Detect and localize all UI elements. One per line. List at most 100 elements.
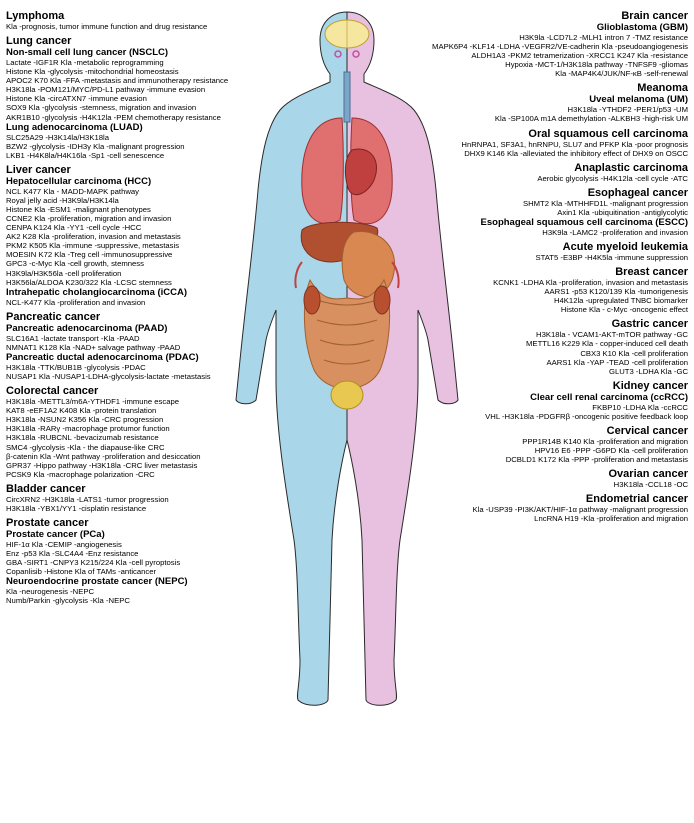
annotation-line: HnRNPA1, SF3A1, hnRNPU, SLU7 and PFKP Kl… — [373, 140, 688, 149]
annotation-line: MOESIN K72 Kla -Treg cell -immunosuppres… — [6, 250, 321, 259]
cancer-group: Acute myeloid leukemiaSTAT5 -E3BP -H4K5l… — [373, 241, 688, 262]
annotation-line: MAPK6P4 -KLF14 -LDHA -VEGFR2/VE-cadherin… — [373, 42, 688, 51]
annotation-line: H3K18la -RARγ -macrophage protumor funct… — [6, 424, 321, 433]
annotation-line: CircXRN2 -H3K18la -LATS1 -tumor progress… — [6, 495, 321, 504]
group-heading: Breast cancer — [373, 266, 688, 278]
annotation-line: AKR1B10 -glycolysis -H4K12la -PEM chemot… — [6, 113, 321, 122]
group-heading: Prostate cancer — [6, 517, 321, 529]
group-heading: Esophageal cancer — [373, 187, 688, 199]
group-heading: Bladder cancer — [6, 483, 321, 495]
annotation-line: Enz -p53 Kla -SLC4A4 -Enz resistance — [6, 549, 321, 558]
annotation-line: APOC2 K70 Kla -FFA -metastasis and immun… — [6, 76, 321, 85]
annotation-line: H4K12la -upregulated TNBC biomarker — [373, 296, 688, 305]
annotation-line: GLUT3 -LDHA Kla -GC — [373, 367, 688, 376]
group-heading: Meanoma — [373, 82, 688, 94]
annotation-line: H3K9la -LAMC2 -proliferation and invasio… — [373, 228, 688, 237]
cancer-group: Esophageal cancerSHMT2 Kla -MTHHFD1L -ma… — [373, 187, 688, 237]
group-heading: Ovarian cancer — [373, 468, 688, 480]
cancer-group: Breast cancerKCNK1 -LDHA Kla -proliferat… — [373, 266, 688, 314]
annotation-line: Numb/Parkin -glycolysis -Kla -NEPC — [6, 596, 321, 605]
annotation-line: β-catenin Kla -Wnt pathway -proliferatio… — [6, 452, 321, 461]
annotation-line: H3K18la -TTK/BUB1B -glycolysis -PDAC — [6, 363, 321, 372]
annotation-line: Royal jelly acid -H3K9la/H3K14la — [6, 196, 321, 205]
annotation-line: DHX9 K146 Kla -alleviated the inhibitory… — [373, 149, 688, 158]
subgroup-heading: Prostate cancer (PCa) — [6, 529, 321, 540]
subgroup-heading: Intrahepatic cholangiocarcinoma (iCCA) — [6, 287, 321, 298]
cancer-group: Lung cancerNon-small cell lung cancer (N… — [6, 35, 321, 160]
annotation-line: H3K18la -METTL3/m6A-YTHDF1 -immune escap… — [6, 397, 321, 406]
right-column: Brain cancerGlioblastoma (GBM)H3K9la -LC… — [373, 6, 688, 526]
bladder — [331, 381, 363, 409]
cancer-group: Anaplastic carcinomaAerobic glycolysis -… — [373, 162, 688, 183]
annotation-line: SMC4 -glycolysis -Kla - the diapause-lik… — [6, 443, 321, 452]
annotation-line: PKM2 K505 Kla -immune -suppressive, meta… — [6, 241, 321, 250]
cancer-group: Brain cancerGlioblastoma (GBM)H3K9la -LC… — [373, 10, 688, 78]
subgroup-heading: Uveal melanoma (UM) — [373, 94, 688, 105]
annotation-line: NCL-K477 Kla -proliferation and invasion — [6, 298, 321, 307]
cancer-group: Liver cancerHepatocellular carcinoma (HC… — [6, 164, 321, 307]
annotation-line: H3K18la -POM121/MYC/PD-L1 pathway -immun… — [6, 85, 321, 94]
subgroup-heading: Pancreatic ductal adenocarcinoma (PDAC) — [6, 352, 321, 363]
cancer-group: Endometrial cancerKla -USP39 -PI3K/AKT/H… — [373, 493, 688, 523]
annotation-line: Histone Kla -ESM1 -malignant phenotypes — [6, 205, 321, 214]
subgroup-heading: Clear cell renal carcinoma (ccRCC) — [373, 392, 688, 403]
annotation-line: PCSK9 Kla -macrophage polarization -CRC — [6, 470, 321, 479]
cancer-group: Prostate cancerProstate cancer (PCa)HIF-… — [6, 517, 321, 605]
group-heading: Lung cancer — [6, 35, 321, 47]
group-heading: Gastric cancer — [373, 318, 688, 330]
cancer-group: Oral squamous cell carcinomaHnRNPA1, SF3… — [373, 128, 688, 158]
group-heading: Oral squamous cell carcinoma — [373, 128, 688, 140]
annotation-line: H3K18la -NSUN2 K356 Kla -CRC progression — [6, 415, 321, 424]
annotation-line: CCNE2 Kla -proliferation, migration and … — [6, 214, 321, 223]
cancer-group: Pancreatic cancerPancreatic adenocarcino… — [6, 311, 321, 381]
subgroup-heading: Non-small cell lung cancer (NSCLC) — [6, 47, 321, 58]
group-heading: Endometrial cancer — [373, 493, 688, 505]
annotation-line: H3K9la -LCD7L2 -MLH1 intron 7 -TMZ resis… — [373, 33, 688, 42]
annotation-line: NUSAP1 Kla -NUSAP1-LDHA-glycolysis-lacta… — [6, 372, 321, 381]
annotation-line: STAT5 -E3BP -H4K5la -immune suppression — [373, 253, 688, 262]
group-heading: Acute myeloid leukemia — [373, 241, 688, 253]
annotation-line: SLC16A1 -lactate transport -Kla -PAAD — [6, 334, 321, 343]
annotation-line: Histone Kla -glycolysis -mitochondrial h… — [6, 67, 321, 76]
annotation-line: AK2 K28 Kla -proliferation, invasion and… — [6, 232, 321, 241]
group-heading: Anaplastic carcinoma — [373, 162, 688, 174]
annotation-line: Hypoxia -MCT-1/H3K18la pathway -TNFSF9 -… — [373, 60, 688, 69]
cancer-group: MeanomaUveal melanoma (UM)H3K18la -YTHDF… — [373, 82, 688, 123]
subgroup-heading: Neuroendocrine prostate cancer (NEPC) — [6, 576, 321, 587]
cancer-group: Bladder cancerCircXRN2 -H3K18la -LATS1 -… — [6, 483, 321, 513]
group-heading: Kidney cancer — [373, 380, 688, 392]
annotation-line: HPV16 E6 -PPP -G6PD Kla -cell proliferat… — [373, 446, 688, 455]
group-heading: Lymphoma — [6, 10, 321, 22]
cancer-group: Gastric cancerH3K18la - VCAM1-AKT-mTOR p… — [373, 318, 688, 375]
annotation-line: Kla -SP100A m1A demethylation -ALKBH3 -h… — [373, 114, 688, 123]
annotation-line: Histone Kla -circATXN7 -immune evasion — [6, 94, 321, 103]
subgroup-heading: Hepatocellular carcinoma (HCC) — [6, 176, 321, 187]
annotation-line: H3K18la -RUBCNL -bevacizumab resistance — [6, 433, 321, 442]
annotation-line: KCNK1 -LDHA Kla -proliferation, invasion… — [373, 278, 688, 287]
annotation-line: DCBLD1 K172 Kla -PPP -proliferation and … — [373, 455, 688, 464]
annotation-line: SHMT2 Kla -MTHHFD1L -malignant progressi… — [373, 199, 688, 208]
annotation-line: Kla -prognosis, tumor immune function an… — [6, 22, 321, 31]
cancer-group: Ovarian cancerH3K18la -CCL18 -OC — [373, 468, 688, 489]
annotation-line: Axin1 Kla -ubiquitination -antiglycolyti… — [373, 208, 688, 217]
annotation-line: Kla -USP39 -PI3K/AKT/HIF-1α pathway -mal… — [373, 505, 688, 514]
annotation-line: BZW2 -glycolysis -IDH3γ Kla -malignant p… — [6, 142, 321, 151]
annotation-line: GPR37 -Hippo pathway -H3K18la -CRC liver… — [6, 461, 321, 470]
annotation-line: NCL K477 Kla - MADD-MAPK pathway — [6, 187, 321, 196]
annotation-line: Histone Kla - c-Myc -oncogenic effect — [373, 305, 688, 314]
group-heading: Brain cancer — [373, 10, 688, 22]
annotation-line: FKBP10 -LDHA Kla -ccRCC — [373, 403, 688, 412]
annotation-line: CENPA K124 Kla -YY1 -cell cycle -HCC — [6, 223, 321, 232]
annotation-line: Copanlisib -Histone Kla of TAMs -antican… — [6, 567, 321, 576]
cancer-group: LymphomaKla -prognosis, tumor immune fun… — [6, 10, 321, 31]
annotation-line: VHL -H3K18la -PDGFRβ -oncogenic positive… — [373, 412, 688, 421]
subgroup-heading: Pancreatic adenocarcinoma (PAAD) — [6, 323, 321, 334]
annotation-line: NMNAT1 K128 Kla -NAD+ salvage pathway -P… — [6, 343, 321, 352]
annotation-line: PPP1R14B K140 Kla -proliferation and mig… — [373, 437, 688, 446]
annotation-line: H3K18la -YBX1/YY1 -cisplatin resistance — [6, 504, 321, 513]
annotation-line: H3K18la - VCAM1-AKT-mTOR pathway -GC — [373, 330, 688, 339]
annotation-line: ALDH1A3 -PKM2 tetramerization -XRCC1 K24… — [373, 51, 688, 60]
annotation-line: Aerobic glycolysis -H4K12la -cell cycle … — [373, 174, 688, 183]
group-heading: Cervical cancer — [373, 425, 688, 437]
subgroup-heading: Lung adenocarcinoma (LUAD) — [6, 122, 321, 133]
